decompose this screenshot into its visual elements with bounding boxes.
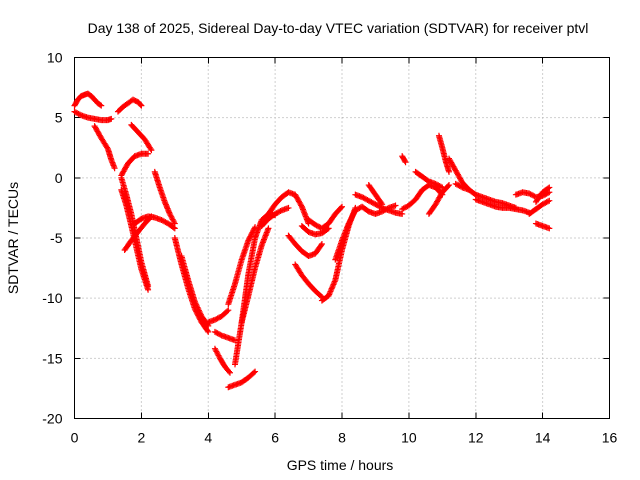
data-point [446, 168, 452, 175]
data-point [339, 203, 345, 210]
data-point [546, 225, 553, 232]
x-tick-label: 8 [338, 430, 346, 446]
data-point [250, 369, 257, 376]
data-point [351, 209, 358, 216]
data-point [245, 237, 252, 244]
data-point [347, 216, 354, 223]
data-point [298, 202, 305, 209]
data-point [232, 337, 238, 344]
data-point [252, 224, 259, 231]
data-point [402, 159, 409, 166]
x-tick-label: 4 [204, 430, 212, 446]
data-point [145, 150, 152, 157]
data-point [246, 236, 253, 243]
data-point [224, 308, 231, 315]
y-tick-label: -20 [42, 411, 62, 427]
data-point [349, 212, 356, 219]
data-point [345, 220, 352, 227]
data-point [217, 331, 224, 338]
data-point [248, 230, 255, 237]
data-point [171, 219, 178, 226]
data-point [437, 183, 444, 190]
y-axis-label: SDTVAR / TECUs [5, 182, 21, 294]
data-point [392, 202, 399, 209]
data-point [458, 183, 465, 190]
data-point [545, 185, 552, 192]
y-tick-label: 10 [47, 50, 63, 66]
data-point [252, 368, 259, 375]
data-point [147, 145, 154, 152]
x-tick-label: 2 [137, 430, 145, 446]
data-point [347, 217, 354, 224]
data-point [148, 147, 155, 154]
data-point [171, 220, 178, 227]
data-point [97, 101, 104, 108]
data-point [205, 328, 212, 335]
data-point [445, 183, 452, 190]
data-point [111, 165, 118, 172]
data-point [247, 233, 254, 240]
data-point [317, 292, 324, 299]
x-tick-label: 12 [468, 430, 484, 446]
y-tick-label: -5 [50, 230, 63, 246]
data-point [378, 200, 385, 207]
data-point [145, 286, 152, 293]
data-point [225, 307, 232, 314]
data-point [251, 225, 258, 232]
data-point [250, 226, 257, 233]
data-point [137, 101, 144, 108]
data-point [246, 234, 253, 241]
data-point [401, 157, 408, 164]
data-point [249, 229, 256, 236]
data-point [318, 241, 325, 248]
x-axis-label: GPS time / hours [287, 457, 394, 473]
data-point [544, 198, 551, 205]
data-point [446, 182, 452, 189]
data-point [204, 327, 211, 334]
data-point [546, 184, 553, 191]
data-point [76, 111, 83, 118]
data-point [348, 215, 355, 222]
data-point [170, 224, 177, 231]
data-point [285, 204, 292, 211]
data-point [350, 211, 357, 218]
y-tick-label: 0 [55, 170, 63, 186]
data-point [318, 242, 325, 249]
data-point [338, 204, 345, 211]
data-point [546, 197, 553, 204]
y-tick-label: 5 [55, 110, 63, 126]
y-tick-label: -15 [42, 350, 62, 366]
data-point [248, 232, 255, 239]
grid-lines [74, 57, 610, 419]
x-tick-label: 0 [71, 430, 79, 446]
data-point [104, 144, 111, 151]
axis-ticks: 0 2 4 6 8 10 12 14 16 -20 -15 -10 -5 0 5 10 [42, 50, 617, 446]
data-point [138, 102, 145, 109]
data-point [379, 201, 386, 208]
data-point [265, 225, 272, 232]
data-point [226, 369, 233, 376]
data-point [346, 219, 353, 226]
data-point [98, 102, 105, 109]
data-points [71, 90, 553, 391]
data-point [349, 213, 356, 220]
data-point [225, 368, 232, 375]
x-tick-label: 6 [271, 430, 279, 446]
x-tick-label: 10 [401, 430, 417, 446]
data-point [250, 228, 257, 235]
y-tick-label: -10 [42, 290, 62, 306]
x-tick-label: 14 [535, 430, 551, 446]
x-tick-label: 16 [602, 430, 618, 446]
chart-title: Day 138 of 2025, Sidereal Day-to-day VTE… [88, 20, 589, 36]
data-point [277, 208, 284, 215]
data-point [108, 115, 115, 122]
